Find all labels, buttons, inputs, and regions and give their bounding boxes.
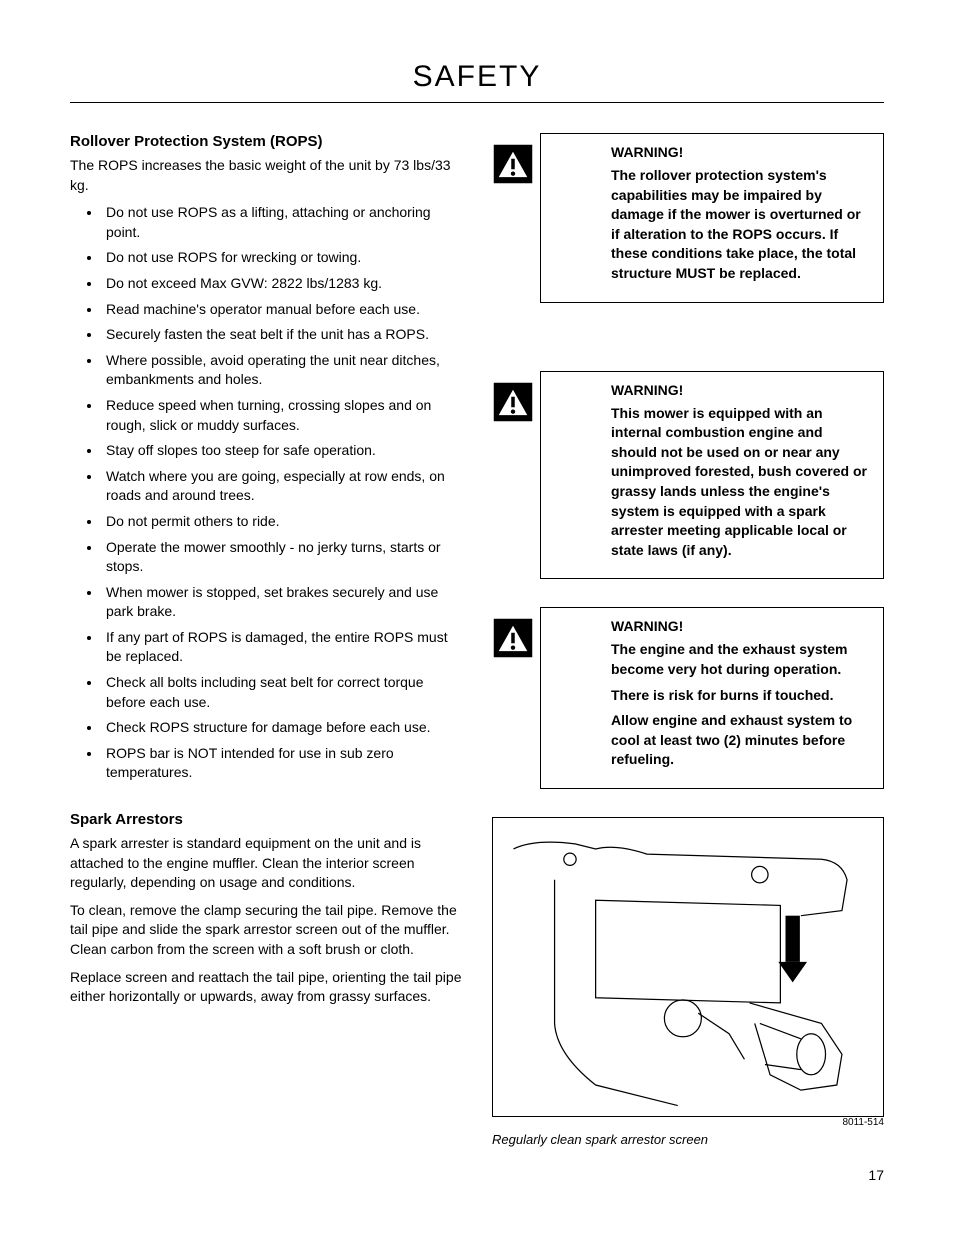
list-item: Do not permit others to ride. [102,512,462,532]
list-item: If any part of ROPS is damaged, the enti… [102,628,462,667]
left-column: Rollover Protection System (ROPS) The RO… [70,133,462,1147]
spark-arrestors-section: Spark Arrestors A spark arrester is stan… [70,811,462,1007]
list-item: Reduce speed when turning, crossing slop… [102,396,462,435]
warning-triangle-icon [492,143,534,185]
warning-body: Allow engine and exhaust system to cool … [611,711,869,770]
warning-heading: WARNING! [611,144,869,160]
warning-heading: WARNING! [611,382,869,398]
page-title: SAFETY [70,60,884,103]
warning-body: The engine and the exhaust system become… [611,640,869,679]
spark-para: A spark arrester is standard equipment o… [70,834,462,893]
mower-diagram-icon [493,818,883,1116]
list-item: Stay off slopes too steep for safe opera… [102,441,462,461]
warning-block: WARNING! The rollover protection system'… [540,133,884,303]
list-item: Where possible, avoid operating the unit… [102,351,462,390]
spark-heading: Spark Arrestors [70,811,462,828]
warning-body: There is risk for burns if touched. [611,686,869,706]
warning-block: WARNING! This mower is equipped with an … [540,371,884,580]
list-item: Securely fasten the seat belt if the uni… [102,325,462,345]
spark-para: To clean, remove the clamp securing the … [70,901,462,960]
warning-box: WARNING! The rollover protection system'… [540,133,884,303]
warning-box: WARNING! The engine and the exhaust syst… [540,607,884,789]
warning-triangle-icon [492,381,534,423]
spark-para: Replace screen and reattach the tail pip… [70,968,462,1007]
list-item: Check all bolts including seat belt for … [102,673,462,712]
rops-heading: Rollover Protection System (ROPS) [70,133,462,150]
list-item: When mower is stopped, set brakes secure… [102,583,462,622]
list-item: ROPS bar is NOT intended for use in sub … [102,744,462,783]
figure-caption: Regularly clean spark arrestor screen [492,1132,708,1147]
page-number: 17 [70,1167,884,1183]
right-column: WARNING! The rollover protection system'… [492,133,884,1147]
list-item: Read machine's operator manual before ea… [102,300,462,320]
rops-section: Rollover Protection System (ROPS) The RO… [70,133,462,783]
list-item: Check ROPS structure for damage before e… [102,718,462,738]
warning-block: WARNING! The engine and the exhaust syst… [540,607,884,789]
warning-body: This mower is equipped with an internal … [611,404,869,561]
rops-intro: The ROPS increases the basic weight of t… [70,156,462,195]
warning-body: The rollover protection system's capabil… [611,166,869,284]
list-item: Do not use ROPS for wrecking or towing. [102,248,462,268]
list-item: Do not use ROPS as a lifting, attaching … [102,203,462,242]
spark-arrestor-figure [492,817,884,1117]
list-item: Do not exceed Max GVW: 2822 lbs/1283 kg. [102,274,462,294]
rops-bullet-list: Do not use ROPS as a lifting, attaching … [70,203,462,783]
list-item: Operate the mower smoothly - no jerky tu… [102,538,462,577]
content-columns: Rollover Protection System (ROPS) The RO… [70,133,884,1147]
figure-code: 8011-514 [492,1117,884,1128]
warning-triangle-icon [492,617,534,659]
list-item: Watch where you are going, especially at… [102,467,462,506]
warning-heading: WARNING! [611,618,869,634]
warning-box: WARNING! This mower is equipped with an … [540,371,884,580]
